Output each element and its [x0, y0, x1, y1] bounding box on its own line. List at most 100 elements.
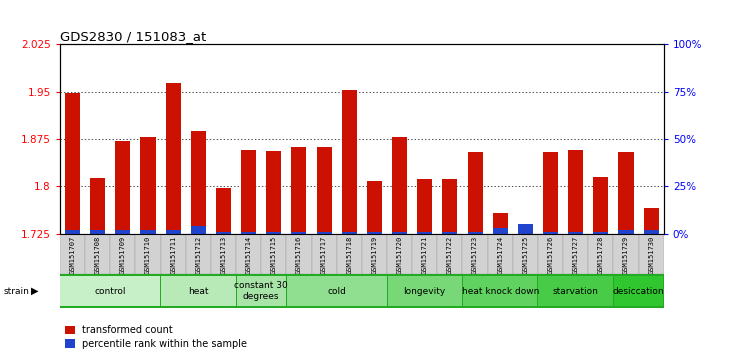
Bar [643, 230, 659, 234]
Text: GSM151729: GSM151729 [623, 235, 629, 274]
Bar [392, 232, 407, 234]
Bar [392, 137, 407, 234]
Bar [563, 234, 588, 274]
Bar [387, 234, 412, 274]
Text: GSM151718: GSM151718 [346, 235, 352, 274]
Bar [412, 234, 437, 274]
Text: GSM151716: GSM151716 [296, 235, 302, 274]
Bar [140, 230, 156, 234]
Bar [166, 84, 181, 234]
Text: constant 30
degrees: constant 30 degrees [235, 281, 288, 301]
Bar [287, 276, 387, 306]
Bar [241, 150, 256, 234]
Bar [518, 227, 533, 234]
Text: GSM151715: GSM151715 [270, 235, 277, 274]
Bar [362, 234, 387, 274]
Bar [518, 224, 533, 234]
Text: GSM151727: GSM151727 [572, 235, 579, 274]
Text: longevity: longevity [404, 287, 446, 296]
Bar [442, 179, 458, 234]
Text: GSM151714: GSM151714 [246, 235, 251, 274]
Bar [568, 232, 583, 234]
Bar [65, 230, 80, 234]
Bar [594, 177, 608, 234]
Bar [287, 234, 311, 274]
Bar [463, 234, 488, 274]
Bar [543, 232, 558, 234]
Bar [211, 234, 236, 274]
Bar [643, 209, 659, 234]
Bar [512, 234, 538, 274]
Bar [266, 151, 281, 234]
Bar [437, 234, 463, 274]
Text: GSM151713: GSM151713 [221, 235, 227, 274]
Bar [468, 232, 482, 234]
Bar [236, 234, 261, 274]
Bar [85, 234, 110, 274]
Text: GSM151728: GSM151728 [598, 235, 604, 274]
Bar [261, 234, 287, 274]
Bar [493, 213, 508, 234]
Bar [317, 147, 332, 234]
Bar [367, 181, 382, 234]
Bar [216, 232, 231, 234]
Text: GSM151730: GSM151730 [648, 235, 654, 274]
Text: GSM151722: GSM151722 [447, 235, 453, 274]
Text: GSM151711: GSM151711 [170, 235, 176, 274]
Text: GSM151723: GSM151723 [472, 235, 478, 274]
Bar [90, 178, 105, 234]
Bar [539, 276, 613, 306]
Bar [614, 276, 663, 306]
Text: GSM151712: GSM151712 [195, 235, 201, 274]
Bar [387, 276, 462, 306]
Bar [140, 137, 156, 234]
Bar [538, 234, 563, 274]
Bar [417, 179, 432, 234]
Text: GSM151708: GSM151708 [95, 235, 101, 274]
Bar [493, 228, 508, 234]
Text: ▶: ▶ [31, 286, 39, 296]
Bar [191, 131, 206, 234]
Bar [61, 276, 160, 306]
Text: control: control [94, 287, 126, 296]
Bar [186, 234, 211, 274]
Text: GSM151720: GSM151720 [397, 235, 403, 274]
Bar [115, 141, 130, 234]
Text: GSM151725: GSM151725 [523, 235, 529, 274]
Text: GSM151719: GSM151719 [371, 235, 377, 274]
Bar [65, 93, 80, 234]
Bar [135, 234, 161, 274]
Bar [341, 90, 357, 234]
Bar [618, 230, 634, 234]
Bar [543, 152, 558, 234]
Bar [90, 230, 105, 234]
Legend: transformed count, percentile rank within the sample: transformed count, percentile rank withi… [65, 325, 247, 349]
Bar [588, 234, 613, 274]
Bar [594, 232, 608, 234]
Bar [442, 232, 458, 234]
Text: strain: strain [4, 287, 29, 296]
Bar [237, 276, 286, 306]
Text: GSM151724: GSM151724 [497, 235, 503, 274]
Bar [266, 232, 281, 234]
Bar [311, 234, 337, 274]
Bar [568, 150, 583, 234]
Bar [317, 232, 332, 234]
Bar [639, 234, 664, 274]
Text: GSM151709: GSM151709 [120, 235, 126, 274]
Bar [166, 230, 181, 234]
Text: GSM151721: GSM151721 [422, 235, 428, 274]
Bar [488, 234, 513, 274]
Text: heat knock down: heat knock down [461, 287, 539, 296]
Text: GSM151707: GSM151707 [69, 235, 75, 274]
Bar [341, 232, 357, 234]
Bar [613, 234, 639, 274]
Bar [417, 232, 432, 234]
Text: desiccation: desiccation [613, 287, 664, 296]
Text: heat: heat [188, 287, 208, 296]
Text: GDS2830 / 151083_at: GDS2830 / 151083_at [60, 30, 206, 43]
Text: GSM151717: GSM151717 [321, 235, 327, 274]
Bar [216, 188, 231, 234]
Bar [161, 234, 186, 274]
Bar [292, 232, 306, 234]
